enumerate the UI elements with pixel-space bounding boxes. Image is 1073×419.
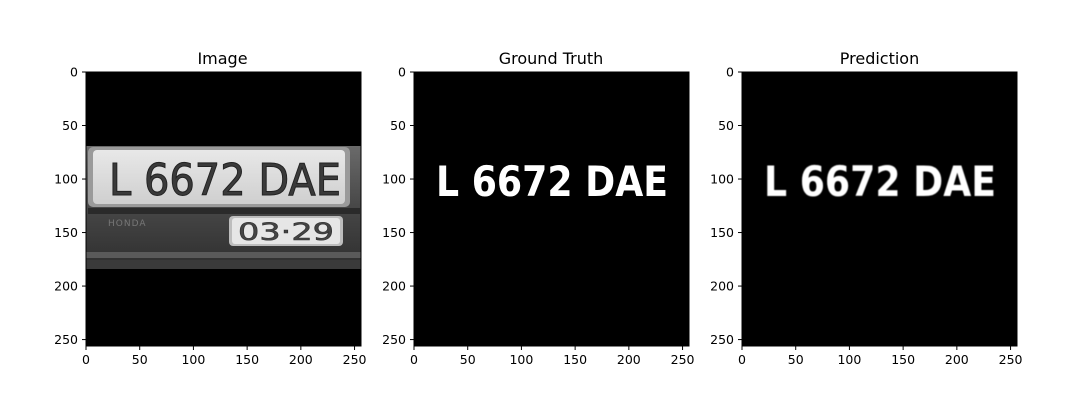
plate-lower-edge bbox=[86, 252, 361, 258]
bumper-strip bbox=[86, 260, 361, 269]
x-tick-label: 250 bbox=[999, 352, 1023, 367]
y-tick-label: 100 bbox=[54, 172, 78, 187]
panel-title: Image bbox=[197, 49, 247, 68]
axes-frame bbox=[85, 71, 362, 347]
x-tick-label: 150 bbox=[891, 352, 915, 367]
y-tick-label: 150 bbox=[54, 225, 78, 240]
y-tick-label: 50 bbox=[390, 118, 406, 133]
x-axis: 0 50 100 150 200 250 0 50 100 150 200 250 bbox=[382, 65, 694, 368]
y-tick-label: 250 bbox=[54, 332, 78, 347]
brand-text: HONDA bbox=[108, 219, 147, 229]
x-tick-label: 100 bbox=[837, 352, 861, 367]
panel-title: Prediction bbox=[840, 49, 919, 68]
plate-divider bbox=[88, 208, 360, 214]
y-tick-label: 250 bbox=[382, 332, 406, 347]
x-axis: 0 50 100 150 200 250 0 50 100 150 200 250 bbox=[54, 65, 366, 368]
x-axis: 0 50 100 150 200 250 0 50 100 150 200 250 bbox=[710, 65, 1022, 368]
x-tick-label: 250 bbox=[671, 352, 695, 367]
panel-image: Image L 6672 DAE HONDA 03·29 0 50 100 150 20… bbox=[54, 49, 366, 367]
y-tick-label: 200 bbox=[710, 279, 734, 294]
y-tick-label: 0 bbox=[726, 65, 734, 80]
x-tick-label: 100 bbox=[181, 352, 205, 367]
small-plate-text: 03·29 bbox=[238, 218, 334, 246]
x-tick-label: 200 bbox=[289, 352, 313, 367]
y-tick-label: 150 bbox=[382, 225, 406, 240]
y-tick-label: 100 bbox=[710, 172, 734, 187]
y-tick-label: 0 bbox=[398, 65, 406, 80]
y-tick-label: 250 bbox=[710, 332, 734, 347]
x-tick-label: 0 bbox=[738, 352, 746, 367]
small-plate-face bbox=[232, 218, 340, 244]
mask-background bbox=[742, 72, 1017, 346]
x-tick-label: 150 bbox=[563, 352, 587, 367]
plate-text: L 6672 DAE bbox=[109, 155, 341, 206]
y-tick-label: 200 bbox=[382, 279, 406, 294]
y-tick-label: 50 bbox=[718, 118, 734, 133]
x-tick-label: 100 bbox=[509, 352, 533, 367]
y-tick-label: 150 bbox=[710, 225, 734, 240]
x-tick-label: 0 bbox=[410, 352, 418, 367]
panel-ground-truth: Ground Truth L 6672 DAE 0 50 100 150 200 2500… bbox=[382, 49, 694, 367]
y-tick-label: 50 bbox=[62, 118, 78, 133]
axes-frame bbox=[741, 71, 1018, 347]
panel-prediction: Prediction L 6672 DAE 0 50 100 150 200 250 0 50… bbox=[710, 49, 1022, 367]
x-tick-label: 0 bbox=[82, 352, 90, 367]
mask-characters: L 6672 DAE bbox=[436, 157, 668, 206]
mask-characters: L 6672 DAE bbox=[764, 157, 996, 206]
x-tick-label: 50 bbox=[788, 352, 804, 367]
y-tick-label: 100 bbox=[382, 172, 406, 187]
license-plate-photo: L 6672 DAE HONDA 03·29 bbox=[86, 146, 361, 269]
x-tick-label: 250 bbox=[343, 352, 367, 367]
x-tick-label: 200 bbox=[617, 352, 641, 367]
mask-background bbox=[414, 72, 689, 346]
x-tick-label: 150 bbox=[235, 352, 259, 367]
y-tick-label: 0 bbox=[70, 65, 78, 80]
x-tick-label: 50 bbox=[132, 352, 148, 367]
axes-frame bbox=[413, 71, 690, 347]
x-tick-label: 200 bbox=[945, 352, 969, 367]
y-tick-label: 200 bbox=[54, 279, 78, 294]
panel-title: Ground Truth bbox=[499, 49, 604, 68]
main-plate-face bbox=[93, 150, 345, 204]
x-tick-label: 50 bbox=[460, 352, 476, 367]
